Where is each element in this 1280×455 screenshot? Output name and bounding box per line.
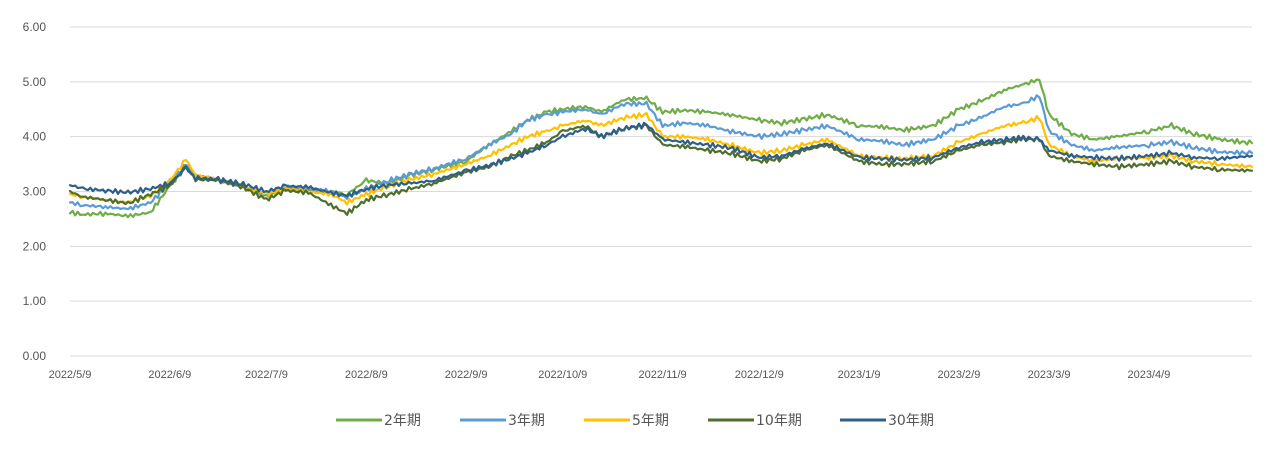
x-tick-label: 2022/11/9 (639, 369, 687, 381)
y-tick-label: 0.00 (23, 349, 47, 363)
series-line-3 (68, 111, 1254, 206)
legend-label: 30年期 (888, 413, 934, 429)
legend-label: 10年期 (756, 413, 802, 429)
y-tick-label: 3.00 (23, 185, 47, 199)
x-tick-label: 2022/10/9 (538, 369, 587, 381)
x-tick-label: 2022/7/9 (245, 369, 288, 381)
series-line-1 (68, 78, 1254, 219)
y-tick-label: 5.00 (23, 75, 47, 89)
legend-label: 2年期 (384, 413, 421, 429)
x-tick-label: 2022/6/9 (148, 369, 191, 381)
x-tick-label: 2022/12/9 (735, 369, 784, 381)
grid-layer (70, 26, 1252, 357)
legend-label: 5年期 (632, 413, 669, 429)
x-tick-label: 2023/2/9 (938, 369, 981, 381)
x-tick-label: 2023/1/9 (838, 369, 881, 381)
legend: 2年期 3年期 5年期 10年期 30年期 (336, 413, 934, 429)
x-axis-ticks: 2022/5/9 2022/6/9 2022/7/9 2022/8/9 2022/9/9… (49, 369, 1171, 381)
x-tick-label: 2023/4/9 (1128, 369, 1171, 381)
y-tick-label: 4.00 (23, 130, 47, 144)
series-line-4 (68, 122, 1254, 216)
legend-label: 3年期 (508, 413, 545, 429)
y-axis-ticks: 0.00 1.00 2.00 3.00 4.00 5.00 6.00 (23, 20, 47, 363)
y-tick-label: 1.00 (23, 294, 47, 308)
x-tick-label: 2022/8/9 (345, 369, 388, 381)
series-layer (68, 78, 1254, 219)
x-tick-label: 2023/3/9 (1028, 369, 1071, 381)
x-tick-label: 2022/5/9 (49, 369, 92, 381)
y-tick-label: 2.00 (23, 239, 47, 253)
x-tick-label: 2022/9/9 (445, 369, 488, 381)
y-tick-label: 6.00 (23, 20, 47, 34)
series-line-5 (68, 121, 1254, 198)
